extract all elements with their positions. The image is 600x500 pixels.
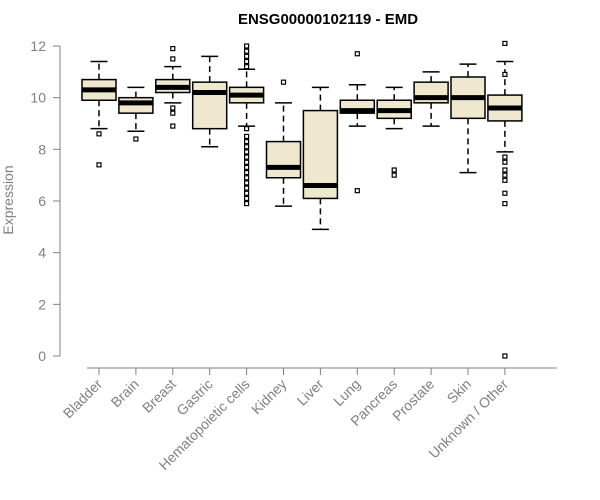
outlier-point xyxy=(244,200,250,207)
outlier-point xyxy=(244,133,250,140)
y-tick-label: 6 xyxy=(38,193,46,209)
x-tick-label: Brain xyxy=(108,376,142,410)
outlier-point xyxy=(244,138,250,145)
x-tick-label: Skin xyxy=(444,376,475,407)
outlier-point xyxy=(502,40,508,47)
outlier-point xyxy=(244,126,250,132)
box-group xyxy=(118,86,154,142)
y-axis-label: Expression xyxy=(0,165,16,234)
outlier-point xyxy=(244,190,250,196)
box-group xyxy=(487,40,523,359)
outlier-point xyxy=(244,144,250,150)
outlier-point xyxy=(170,45,176,52)
box-group xyxy=(228,43,265,207)
x-tick-label: Bladder xyxy=(60,376,106,422)
outlier-point xyxy=(280,79,287,85)
y-tick-label: 2 xyxy=(38,296,46,312)
outlier-point xyxy=(502,167,508,173)
box-iqr xyxy=(265,140,302,179)
outlier-point xyxy=(502,71,508,78)
box-group xyxy=(265,79,302,207)
y-tick-label: 4 xyxy=(38,245,46,261)
box-iqr xyxy=(191,81,228,130)
outlier-point xyxy=(244,180,250,186)
outlier-point xyxy=(244,48,250,54)
x-tick-label: Kidney xyxy=(248,376,290,418)
box-group xyxy=(413,71,449,127)
y-tick-label: 0 xyxy=(38,348,46,364)
box-group xyxy=(155,45,191,129)
outlier-point xyxy=(244,185,250,191)
box-group xyxy=(302,86,339,231)
x-tick-label: Liver xyxy=(294,376,327,409)
box-group xyxy=(339,51,376,194)
x-tick-label: Breast xyxy=(139,376,179,416)
outlier-point xyxy=(133,136,139,142)
outlier-point xyxy=(96,131,102,137)
outlier-point xyxy=(170,123,176,129)
box-group xyxy=(450,63,486,174)
outlier-point xyxy=(502,200,508,207)
outlier-point xyxy=(244,149,250,155)
box-group xyxy=(191,55,228,148)
outlier-point xyxy=(244,175,250,181)
outlier-point xyxy=(502,190,508,196)
outlier-point xyxy=(170,110,176,116)
outlier-point xyxy=(354,188,360,194)
y-tick-label: 8 xyxy=(38,141,46,157)
outlier-point xyxy=(502,154,508,160)
chart-title: ENSG00000102119 - EMD xyxy=(238,11,418,28)
outlier-point xyxy=(244,154,250,160)
outlier-point xyxy=(354,51,360,57)
outlier-point xyxy=(244,53,250,59)
outlier-point xyxy=(502,353,508,359)
x-tick-label: Prostate xyxy=(389,376,437,424)
outlier-point xyxy=(244,58,250,65)
outlier-point xyxy=(170,56,176,62)
boxes-layer xyxy=(81,40,523,359)
outlier-point xyxy=(170,105,176,111)
outlier-point xyxy=(502,177,508,183)
outlier-point xyxy=(96,162,102,168)
outlier-point xyxy=(244,195,250,202)
outlier-point xyxy=(244,64,250,70)
outlier-point xyxy=(502,172,508,178)
outlier-point xyxy=(244,169,250,176)
y-axis-ticks: 0 2 4 6 8 10 12 xyxy=(30,38,60,364)
outlier-point xyxy=(391,167,397,173)
outlier-point xyxy=(502,159,508,165)
y-tick-label: 10 xyxy=(30,90,46,106)
box-group xyxy=(81,60,117,168)
outlier-point xyxy=(244,159,250,165)
outlier-point xyxy=(244,43,250,49)
y-tick-label: 12 xyxy=(30,38,46,54)
box-group xyxy=(376,86,412,178)
x-tick-label: Lung xyxy=(330,376,363,409)
outlier-point xyxy=(244,164,250,171)
box-iqr xyxy=(118,96,154,114)
outlier-point xyxy=(391,172,397,178)
